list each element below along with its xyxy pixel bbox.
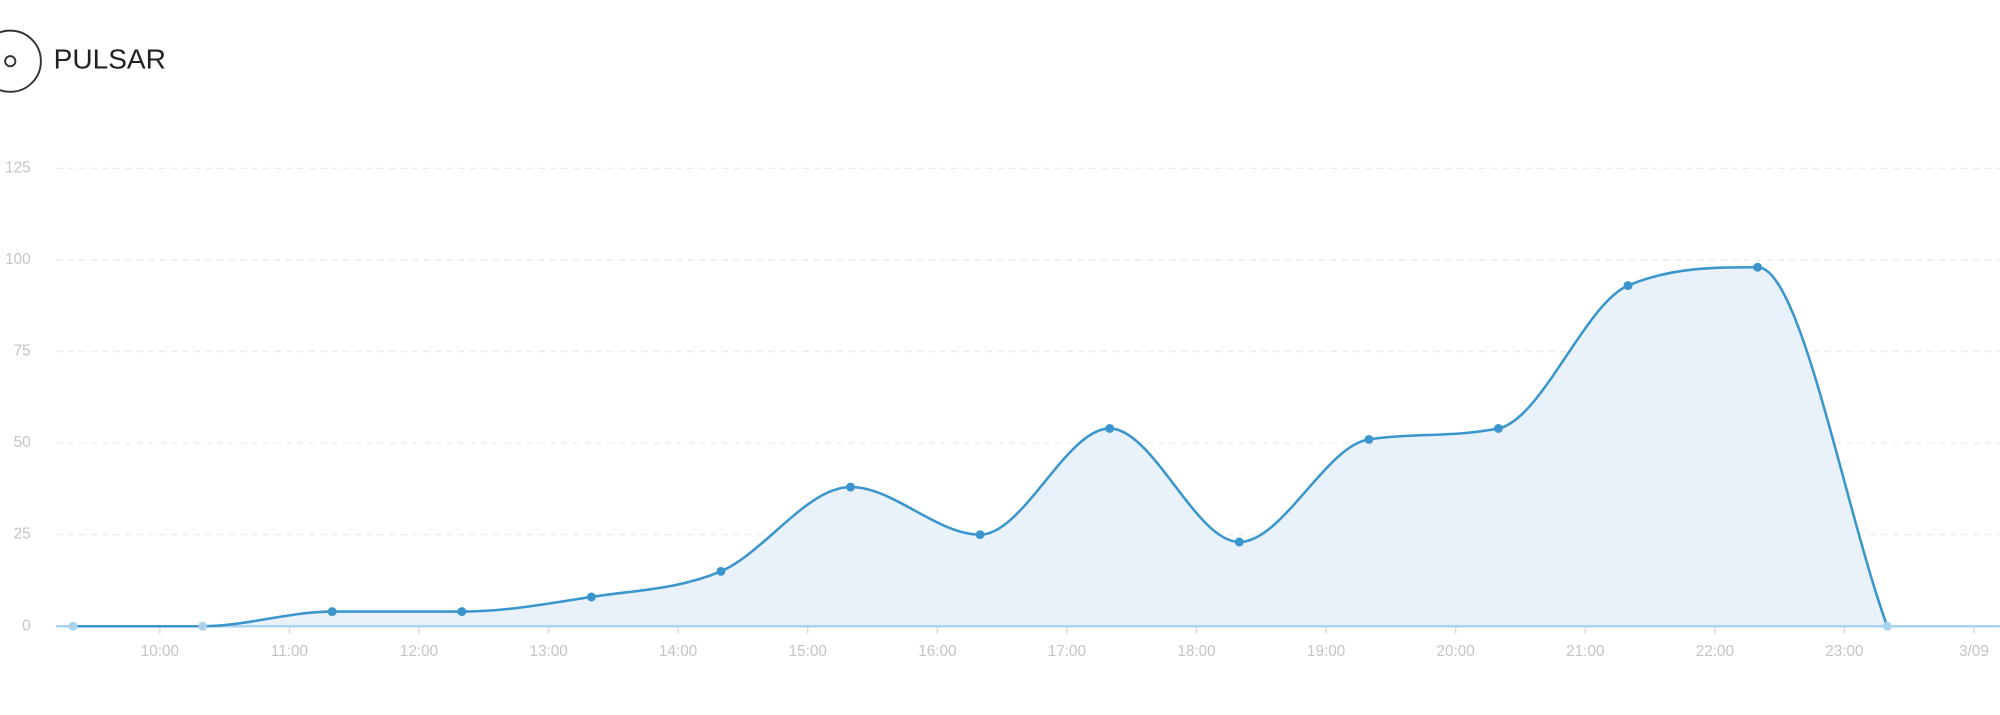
y-tick-label: 25 <box>14 526 31 543</box>
logo-dot <box>4 55 17 68</box>
x-tick-label: 13:00 <box>529 643 567 660</box>
x-tick-label: 23:00 <box>1825 643 1863 660</box>
x-tick-label: 14:00 <box>659 643 697 660</box>
x-tick-label: 15:00 <box>789 643 827 660</box>
y-tick-label: 0 <box>22 617 31 634</box>
x-tick-label: 12:00 <box>400 643 438 660</box>
point <box>68 621 78 631</box>
point <box>1493 423 1503 433</box>
x-tick-label: 16:00 <box>918 643 956 660</box>
x-tick-label: 18:00 <box>1177 643 1215 660</box>
point <box>1753 262 1763 272</box>
point <box>716 566 726 576</box>
x-tick-label: 11:00 <box>271 643 308 660</box>
point <box>1882 621 1892 631</box>
point <box>1105 423 1115 433</box>
y-tick-label: 100 <box>5 251 31 268</box>
point <box>1234 537 1244 547</box>
point <box>198 621 208 631</box>
y-tick-label: 50 <box>14 434 31 451</box>
logo[interactable]: PULSAR <box>0 29 166 93</box>
x-tick-label: 21:00 <box>1566 643 1604 660</box>
x-tick-label: 19:00 <box>1307 643 1345 660</box>
x-tick-label: 20:00 <box>1437 643 1475 660</box>
y-tick-label: 125 <box>5 159 31 176</box>
point <box>846 482 855 492</box>
x-tick-label: 17:00 <box>1048 643 1086 660</box>
logo-icon <box>0 29 42 93</box>
x-tick-label: 10:00 <box>141 643 179 660</box>
y-tick-label: 75 <box>14 343 31 360</box>
area-fill <box>73 267 1888 627</box>
x-tick-label: 3/09 <box>1959 643 1989 660</box>
point <box>1623 281 1633 291</box>
point <box>327 607 337 617</box>
x-tick-label: 22:00 <box>1696 643 1734 660</box>
point <box>457 607 467 617</box>
point <box>975 530 985 540</box>
app-title: PULSAR <box>54 44 166 75</box>
point <box>1364 434 1374 444</box>
point <box>586 592 596 602</box>
